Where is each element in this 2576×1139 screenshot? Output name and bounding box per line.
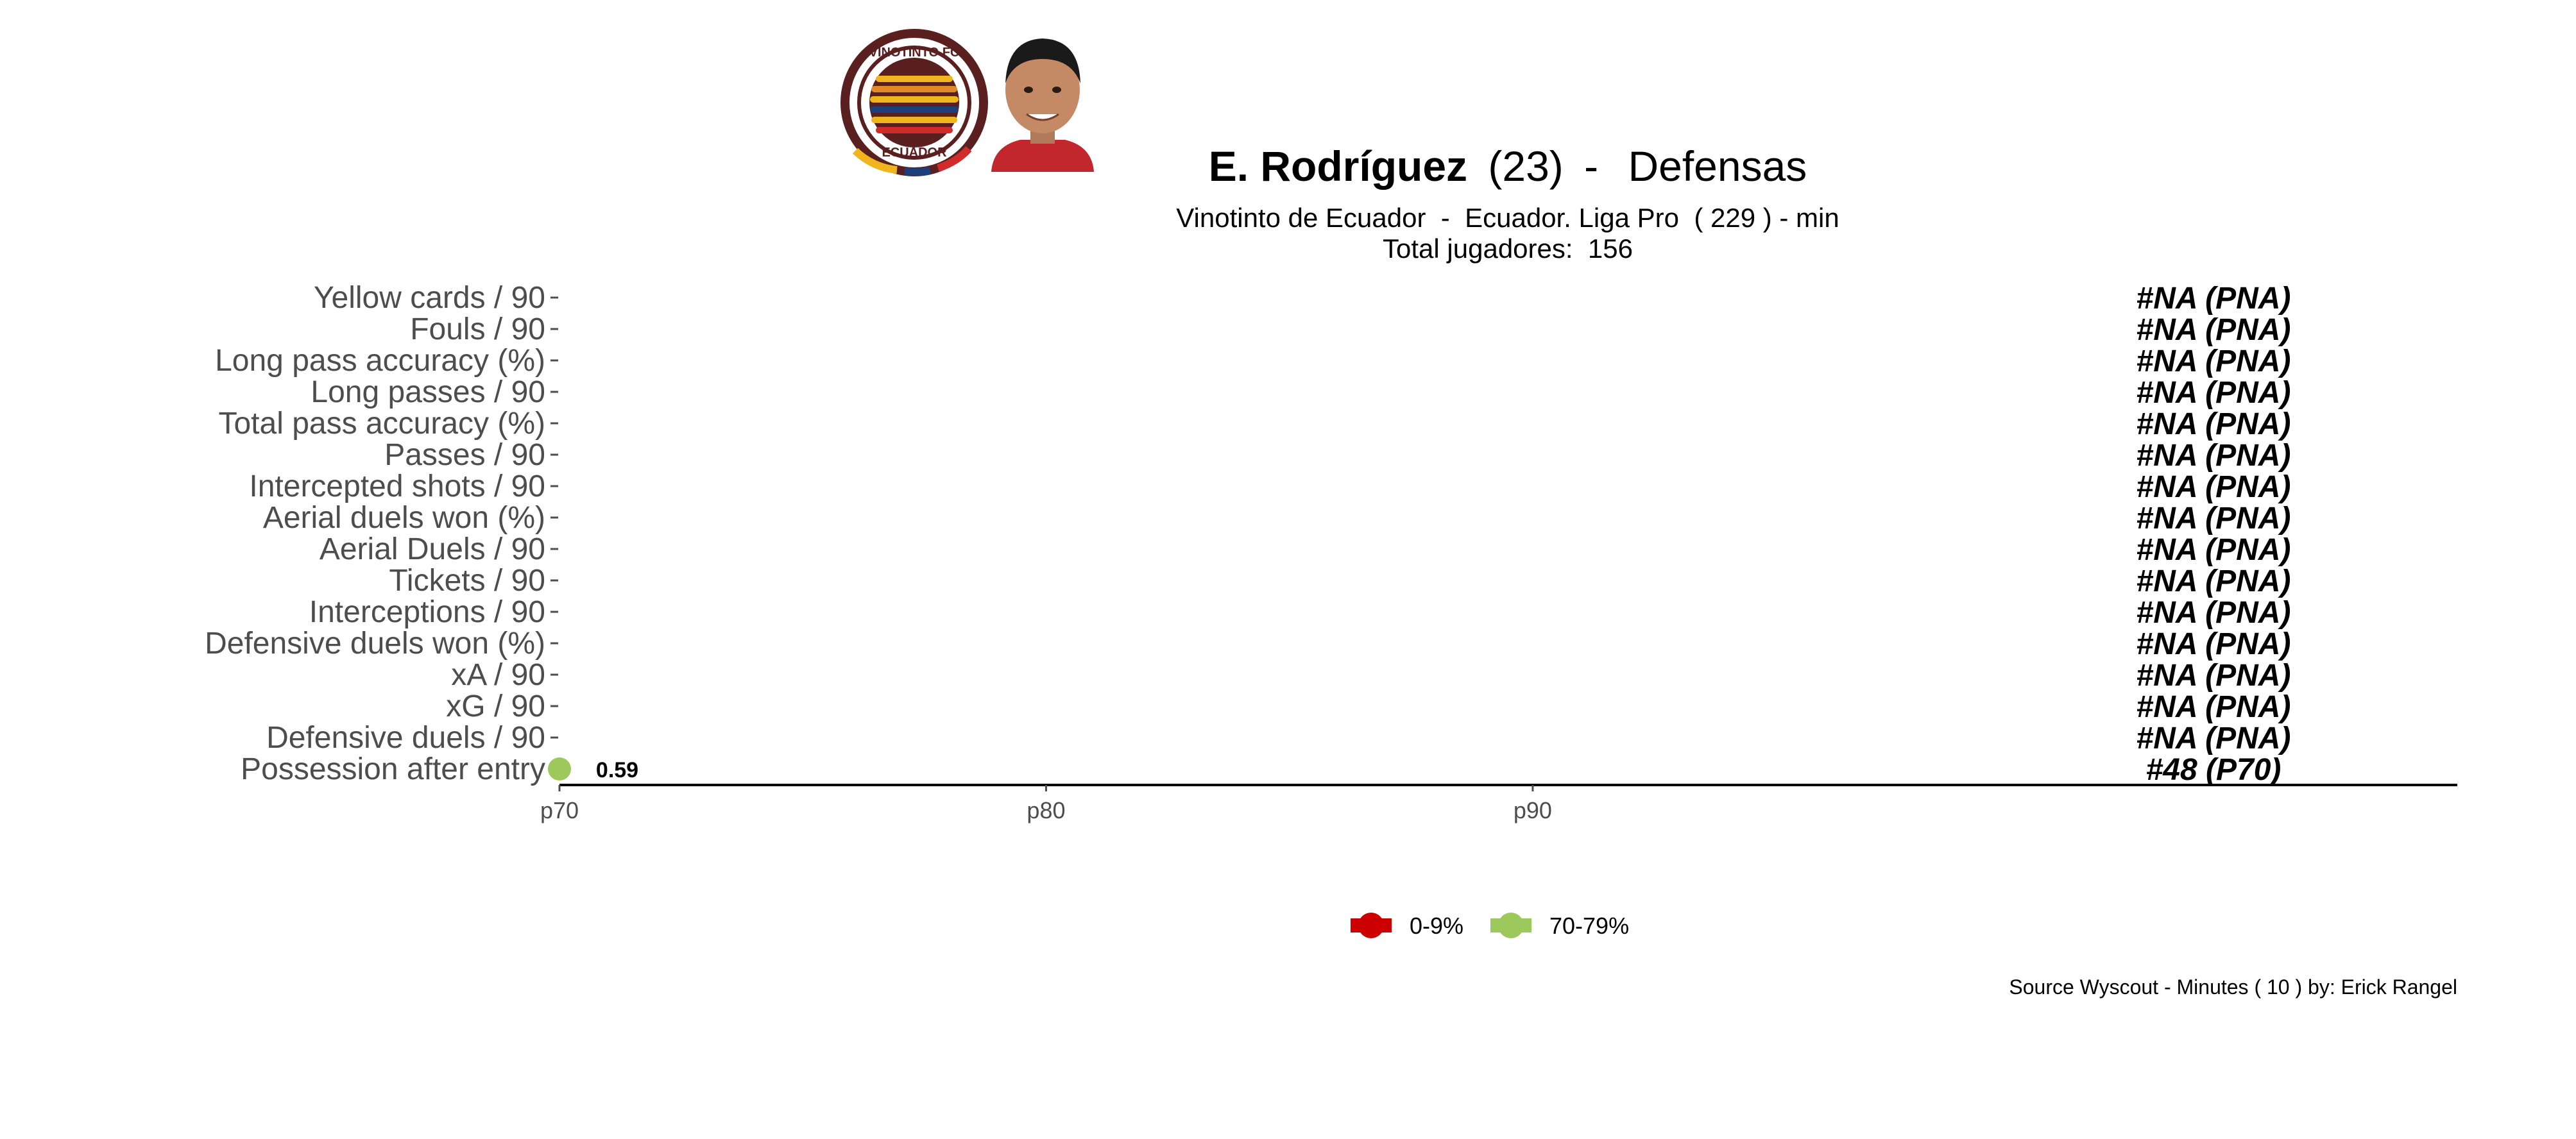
metric-row: Aerial Duels / 90 #NA (PNA) [320,532,2291,567]
metric-row: Fouls / 90 #NA (PNA) [410,312,2290,347]
chart-legend: 0-9% 70-79% [1351,913,1629,939]
y-tick-label: Long passes / 90 [311,375,545,409]
rank-label: #NA (PNA) [2137,502,2291,536]
y-tick-label: Defensive duels / 90 [266,721,545,755]
club-crest-icon: VINOTINTO FC ECUADOR [840,29,988,176]
rank-label: #NA (PNA) [2137,627,2291,661]
metric-row: Total pass accuracy (%) #NA (PNA) [218,407,2290,441]
metric-row: Passes / 90 #NA (PNA) [384,438,2290,473]
chart-subtitle-line2: Total jugadores: 156 [1383,233,1633,264]
title-separator: - [1584,142,1598,190]
legend-swatch-dot [1358,913,1384,938]
data-point [548,757,571,780]
rank-label: #48 (P70) [2146,753,2282,787]
chart-subtitle-line1: Vinotinto de Ecuador - Ecuador. Liga Pro… [1176,203,1839,233]
player-position: Defensas [1628,142,1807,190]
x-tick-label: p70 [540,797,579,823]
rank-label: #NA (PNA) [2137,439,2291,473]
rank-label: #NA (PNA) [2137,564,2291,598]
legend-swatch-dot [1498,913,1524,938]
rank-label: #NA (PNA) [2137,659,2291,693]
rank-label: #NA (PNA) [2137,690,2291,724]
y-tick-label: Passes / 90 [384,438,545,472]
crest-stripes [870,76,959,133]
y-tick-label: Defensive duels won (%) [205,627,545,661]
metric-row: Defensive duels won (%) #NA (PNA) [205,627,2290,661]
x-axis: p70 p80 p90 [540,784,2457,823]
metric-row: Yellow cards / 90 #NA (PNA) [314,281,2291,316]
player-photo [991,38,1094,172]
y-tick-label: xG / 90 [446,689,545,723]
y-tick-label: Aerial Duels / 90 [320,532,545,566]
player-age: (23) [1488,142,1563,190]
rank-label: #NA (PNA) [2137,470,2291,504]
rank-label: #NA (PNA) [2137,596,2291,630]
rank-label: #NA (PNA) [2137,282,2291,316]
metric-row: Intercepted shots / 90 #NA (PNA) [249,469,2290,504]
metric-row: Interceptions / 90 #NA (PNA) [309,595,2291,630]
legend-entry: 70-79% [1490,913,1629,939]
y-tick-label: Yellow cards / 90 [314,281,545,315]
metric-row: Aerial duels won (%) #NA (PNA) [263,501,2291,536]
rank-label: #NA (PNA) [2137,533,2291,567]
crest-text-top: VINOTINTO FC [869,46,960,60]
metric-row: xG / 90 #NA (PNA) [446,689,2290,724]
player-name: E. Rodríguez [1209,142,1467,190]
source-caption: Source Wyscout - Minutes ( 10 ) by: Eric… [2009,975,2457,999]
y-tick-label: Long pass accuracy (%) [215,344,545,378]
rank-label: #NA (PNA) [2137,721,2291,755]
metric-row: Tickets / 90 #NA (PNA) [389,564,2290,598]
metric-row: Possession after entry 0.59 #48 (P70) [241,752,2281,787]
chart-title: E. Rodríguez (23) - Defensas [1209,142,1807,190]
y-tick-label: Intercepted shots / 90 [249,469,545,503]
y-tick-label: xA / 90 [451,658,545,692]
rank-label: #NA (PNA) [2137,344,2291,378]
y-tick-label: Fouls / 90 [410,312,545,346]
y-tick-label: Aerial duels won (%) [263,501,545,535]
y-tick-label: Possession after entry [241,752,545,786]
rank-label: #NA (PNA) [2137,407,2291,441]
legend-entry: 0-9% [1351,913,1463,939]
crest-text-bottom: ECUADOR [882,146,947,160]
legend-label: 0-9% [1410,913,1463,939]
rank-label: #NA (PNA) [2137,313,2291,347]
legend-label: 70-79% [1549,913,1629,939]
x-tick-label: p90 [1514,797,1552,823]
rank-label: #NA (PNA) [2137,376,2291,410]
y-tick-label: Interceptions / 90 [309,595,545,629]
y-tick-label: Tickets / 90 [389,564,545,598]
metric-row: Long passes / 90 #NA (PNA) [311,375,2290,410]
metric-row: Long pass accuracy (%) #NA (PNA) [215,344,2290,378]
x-tick-label: p80 [1027,797,1065,823]
metric-row: xA / 90 #NA (PNA) [451,658,2290,693]
chart-rows: Yellow cards / 90 #NA (PNA) Fouls / 90 #NA … [205,281,2290,787]
metric-row: Defensive duels / 90 #NA (PNA) [266,721,2290,755]
y-tick-label: Total pass accuracy (%) [218,407,545,441]
data-value-label: 0.59 [596,758,638,782]
